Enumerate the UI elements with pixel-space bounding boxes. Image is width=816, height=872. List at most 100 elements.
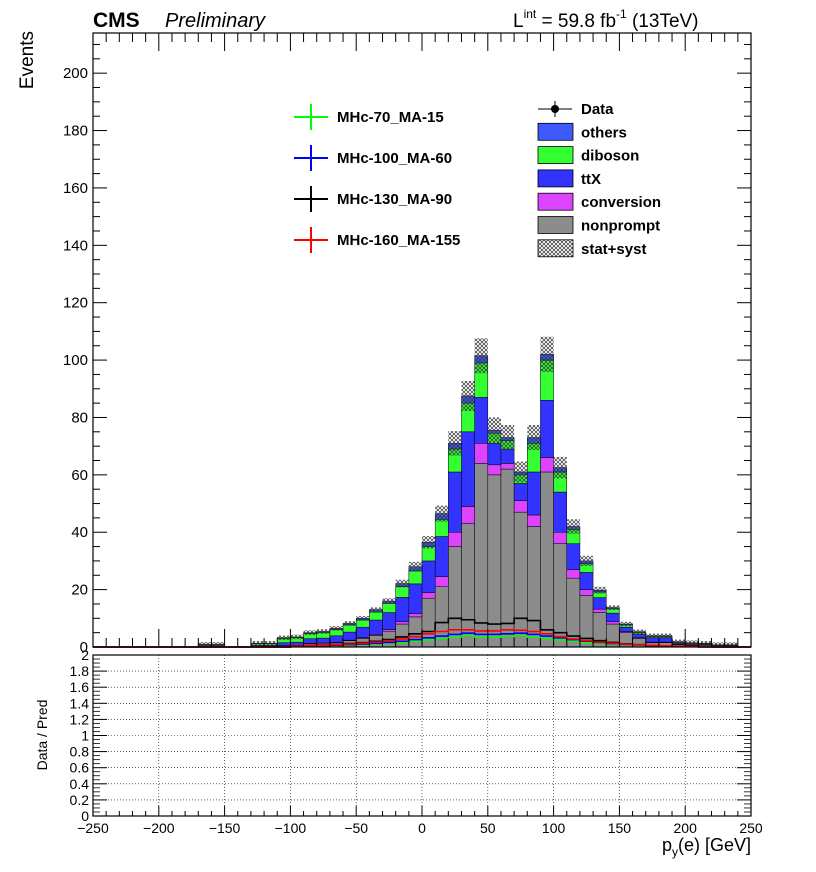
main-plot: 0 20 40 60 80 100 120 140 160 180 200 Events bbox=[17, 31, 752, 656]
y-tick-label: 120 bbox=[63, 295, 88, 312]
diboson-bar bbox=[408, 570, 423, 585]
signal-legend-entry: MHc-70_MA-15 bbox=[294, 104, 444, 130]
uncertainty-bar bbox=[724, 642, 738, 647]
diboson-bar bbox=[395, 586, 410, 598]
x-tick-label: −100 bbox=[275, 820, 307, 836]
ratio-y-axis: 00.20.40.60.811.21.41.61.82 bbox=[70, 647, 751, 824]
uncertainty-bar bbox=[264, 640, 278, 646]
data-legend-marker bbox=[551, 105, 559, 113]
uncertainty-bar bbox=[566, 519, 580, 534]
uncertainty-bar bbox=[632, 629, 646, 635]
x-tick-label: −150 bbox=[209, 820, 241, 836]
ratio-y-tick-label: 0.8 bbox=[70, 744, 90, 760]
ttX-bar bbox=[658, 637, 673, 643]
background-legend-entry: ttX bbox=[537, 169, 601, 188]
ratio-y-tick-label: 2 bbox=[81, 647, 89, 663]
x-tick-label: 100 bbox=[542, 820, 566, 836]
stat-syst-legend-swatch bbox=[537, 239, 574, 258]
diboson-bar bbox=[382, 603, 396, 613]
ratio-x-axis: −250 −200 −150 −100 −50 0 50 100 150 200 250 bbox=[77, 806, 763, 836]
ratio-y-tick-label: 1.8 bbox=[70, 663, 90, 679]
nonprompt-bar bbox=[553, 543, 568, 648]
conversion-bar bbox=[579, 589, 594, 596]
ttX-bar bbox=[382, 612, 396, 630]
uncertainty-bar bbox=[435, 505, 449, 522]
background-legend-label: stat+syst bbox=[581, 241, 646, 258]
series-ttX bbox=[198, 397, 739, 647]
ratio-y-tick-label: 0.6 bbox=[70, 760, 90, 776]
uncertainty-bar bbox=[487, 417, 501, 444]
uncertainty-bar bbox=[316, 629, 330, 634]
conversion-legend-swatch bbox=[537, 192, 574, 211]
uncertainty-bar bbox=[500, 424, 515, 451]
ratio-y-tick-label: 0 bbox=[81, 808, 89, 824]
uncertainty-bar bbox=[382, 598, 396, 604]
uncertainty-bar bbox=[395, 579, 409, 588]
signal-legend-entry: MHc-100_MA-60 bbox=[294, 145, 452, 171]
uncertainty-bar bbox=[250, 640, 265, 646]
diboson-bar bbox=[369, 611, 383, 621]
ttX-bar bbox=[474, 397, 489, 444]
conversion-bar bbox=[527, 514, 541, 527]
others-legend-swatch bbox=[537, 122, 574, 141]
uncertainty-bar bbox=[474, 338, 488, 374]
y-tick-label: 20 bbox=[71, 582, 88, 599]
ttX-bar bbox=[461, 431, 475, 507]
x-axis-title: py(e) [GeV] bbox=[662, 835, 751, 859]
x-tick-label: −250 bbox=[77, 820, 109, 836]
uncertainty-bar bbox=[527, 424, 541, 451]
x-tick-label: −50 bbox=[344, 820, 368, 836]
ttX-bar bbox=[632, 633, 646, 638]
ratio-y-tick-label: 1 bbox=[81, 728, 89, 744]
ttX-bar bbox=[316, 637, 331, 644]
ratio-y-tick-label: 0.2 bbox=[70, 792, 90, 808]
uncertainty-bar bbox=[685, 640, 699, 645]
signal-legend-label: MHc-70_MA-15 bbox=[337, 109, 444, 126]
ttX-bar bbox=[566, 543, 581, 570]
ttX-bar bbox=[290, 641, 304, 646]
uncertainty-bar bbox=[303, 630, 317, 635]
nonprompt-bar bbox=[487, 474, 502, 648]
uncertainty-bar bbox=[593, 586, 607, 594]
ttX-bar bbox=[369, 619, 383, 635]
uncertainty-bar bbox=[343, 621, 357, 626]
ttX-bar bbox=[645, 637, 660, 643]
ratio-y-tick-label: 1.2 bbox=[70, 711, 90, 727]
y-tick-label: 60 bbox=[71, 467, 88, 484]
uncertainty-bar bbox=[658, 633, 673, 639]
background-legend-entry: nonprompt bbox=[537, 216, 660, 235]
x-tick-label: 150 bbox=[608, 820, 632, 836]
nonprompt-bar bbox=[395, 623, 410, 648]
uncertainty-bar bbox=[645, 633, 659, 639]
uncertainty-bar bbox=[711, 642, 725, 647]
background-legend-label: others bbox=[581, 124, 627, 141]
conversion-bar bbox=[500, 463, 515, 470]
status-label: Preliminary bbox=[165, 10, 266, 32]
conversion-bar bbox=[540, 457, 554, 473]
signal-legend-label: MHc-160_MA-155 bbox=[337, 232, 460, 249]
conversion-bar bbox=[461, 506, 475, 524]
conversion-bar bbox=[566, 569, 581, 579]
ratio-plot-frame bbox=[92, 654, 752, 817]
y-tick-label: 160 bbox=[63, 180, 88, 197]
y-tick-label: 140 bbox=[63, 237, 88, 254]
ttX-bar bbox=[421, 560, 436, 593]
ttX-bar bbox=[303, 638, 317, 644]
uncertainty-bar bbox=[408, 561, 422, 572]
background-legend-label: ttX bbox=[581, 171, 601, 188]
nonprompt-bar bbox=[513, 511, 528, 648]
diboson-bar bbox=[421, 546, 436, 562]
background-legend-label: nonprompt bbox=[581, 218, 660, 235]
x-tick-label: 0 bbox=[418, 820, 426, 836]
ratio-y-tick-label: 1.4 bbox=[70, 695, 90, 711]
ratio-plot: 00.20.40.60.811.21.41.61.82 −250 −200 −150… bbox=[34, 647, 763, 859]
luminosity-label: Lint = 59.8 fb-1 (13TeV) bbox=[513, 7, 699, 32]
conversion-bar bbox=[474, 443, 489, 464]
ttX-bar bbox=[540, 400, 554, 458]
uncertainty-bar bbox=[672, 639, 686, 645]
uncertainty-bar bbox=[540, 336, 554, 372]
ratio-y-tick-label: 1.6 bbox=[70, 679, 90, 695]
y-tick-label: 100 bbox=[63, 352, 88, 369]
y-tick-label: 0 bbox=[80, 639, 88, 656]
